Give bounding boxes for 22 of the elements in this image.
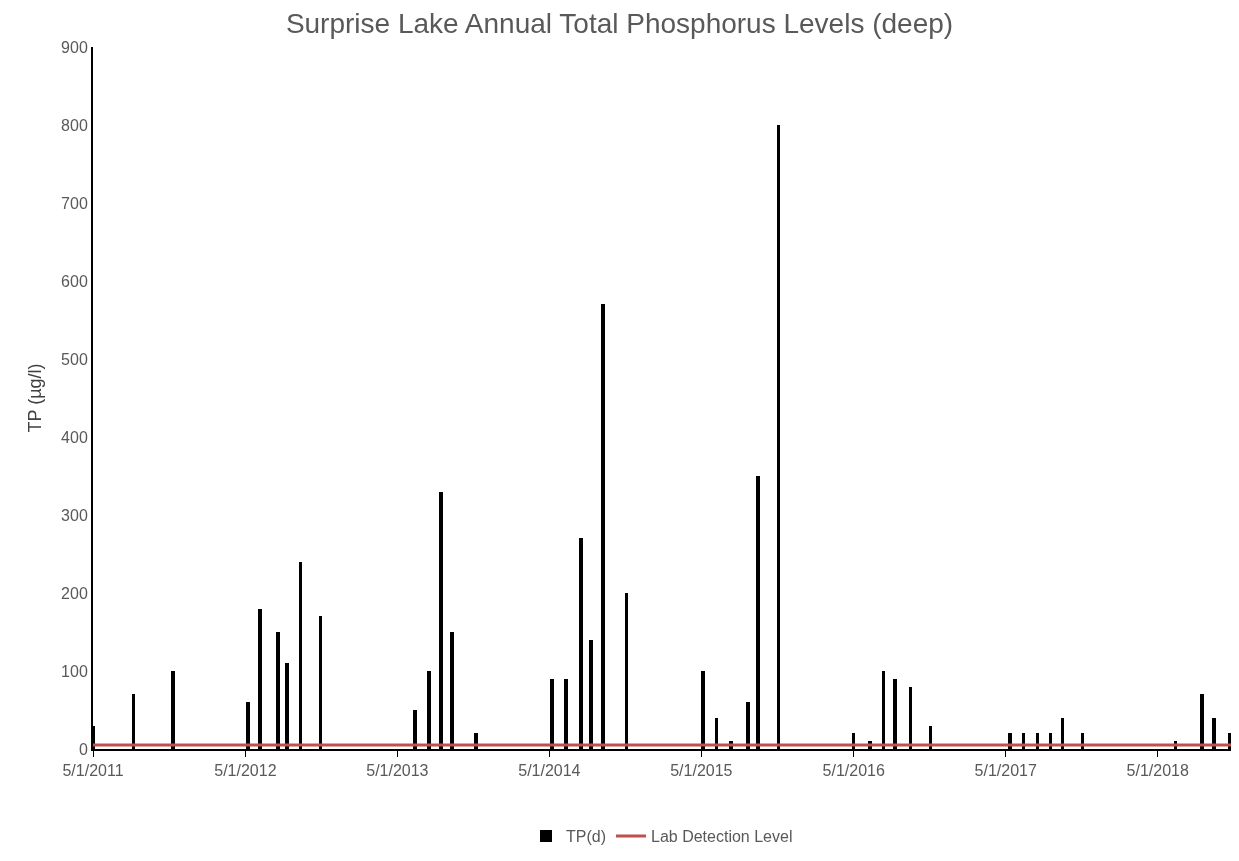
x-tick-label: 5/1/2016 <box>822 762 885 780</box>
legend-label: Lab Detection Level <box>651 828 793 846</box>
x-tick-label: 5/1/2017 <box>974 762 1037 780</box>
x-tick-label: 5/1/2018 <box>1126 762 1189 780</box>
y-tick-label: 800 <box>61 116 88 134</box>
x-tick-label: 5/1/2015 <box>670 762 733 780</box>
y-tick-label: 600 <box>61 272 88 290</box>
y-tick-label: 0 <box>78 740 88 758</box>
y-tick-label: 500 <box>61 350 88 368</box>
x-tick-label: 5/1/2014 <box>518 762 581 780</box>
y-axis-title: TP (µg/l) <box>24 363 45 433</box>
legend-label: TP(d) <box>566 828 606 846</box>
chart-title: Surprise Lake Annual Total Phosphorus Levels (deep) <box>285 7 954 39</box>
x-tick-label: 5/1/2013 <box>366 762 429 780</box>
y-tick-label: 900 <box>61 38 88 56</box>
y-tick-label: 400 <box>61 428 88 446</box>
y-tick-label: 700 <box>61 194 88 212</box>
y-tick-label: 200 <box>61 584 88 602</box>
y-tick-label: 100 <box>61 662 88 680</box>
x-tick-label: 5/1/2011 <box>62 762 124 780</box>
y-tick-label: 300 <box>61 506 88 524</box>
x-tick-label: 5/1/2012 <box>214 762 277 780</box>
